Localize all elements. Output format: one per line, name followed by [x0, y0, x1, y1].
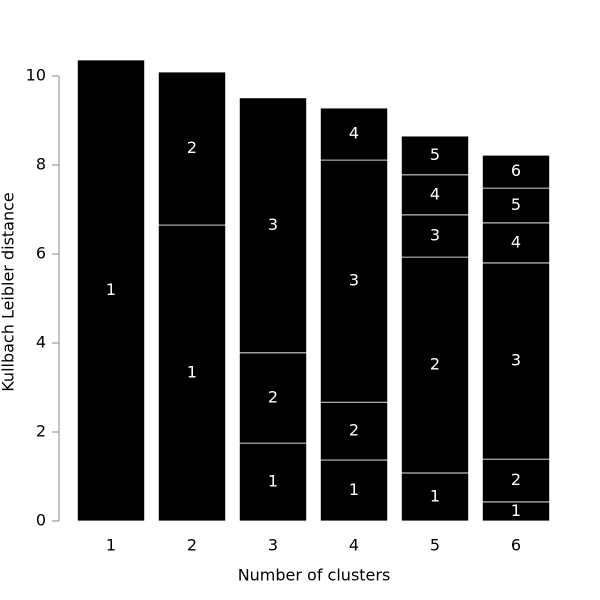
- segment-label: 4: [349, 124, 359, 143]
- y-axis-label: Kullbach Leibler distance: [0, 192, 18, 392]
- segment-label: 3: [511, 351, 521, 370]
- segment-label: 1: [430, 486, 440, 505]
- x-tick-label: 2: [187, 536, 197, 555]
- segment-label: 2: [430, 355, 440, 374]
- segment-label: 5: [430, 145, 440, 164]
- segment-label: 5: [511, 195, 521, 214]
- x-tick-label: 4: [349, 536, 359, 555]
- segment-label: 1: [511, 501, 521, 520]
- x-tick-label: 5: [430, 536, 440, 555]
- bar-segment: [481, 262, 551, 460]
- segment-label: 6: [511, 161, 521, 180]
- y-tick-label: 10: [26, 66, 46, 85]
- bar-segment: [319, 107, 389, 161]
- bar-segment: [238, 352, 308, 444]
- y-tick-label: 4: [36, 333, 46, 352]
- y-tick-label: 2: [36, 422, 46, 441]
- segment-label: 4: [511, 232, 521, 251]
- bar-segment: [319, 401, 389, 461]
- x-tick-label: 3: [268, 536, 278, 555]
- y-tick-label: 0: [36, 511, 46, 530]
- bar-segment: [238, 442, 308, 522]
- bar-segment: [238, 97, 308, 354]
- segment-label: 3: [349, 271, 359, 290]
- bar-segment: [400, 472, 470, 522]
- segment-label: 2: [187, 138, 197, 157]
- segment-label: 1: [268, 472, 278, 491]
- segment-label: 1: [349, 480, 359, 499]
- bar-segment: [400, 256, 470, 474]
- x-tick-label: 6: [511, 536, 521, 555]
- segment-label: 2: [511, 470, 521, 489]
- segment-label: 2: [268, 387, 278, 406]
- bar-segment: [157, 224, 227, 522]
- bar-segment: [400, 174, 470, 216]
- segment-label: 2: [349, 421, 359, 440]
- segment-label: 1: [187, 363, 197, 382]
- y-tick-label: 6: [36, 244, 46, 263]
- bar-segment: [76, 59, 146, 522]
- bar-segment: [400, 214, 470, 258]
- bar-segment: [400, 135, 470, 176]
- bar-segment: [157, 71, 227, 226]
- x-axis-label: Number of clusters: [238, 566, 391, 585]
- segment-label: 1: [106, 280, 116, 299]
- segment-label: 4: [430, 184, 440, 203]
- segment-label: 3: [268, 215, 278, 234]
- bar-segment: [481, 458, 551, 503]
- bar-segment: [319, 159, 389, 403]
- bar-segment: [319, 459, 389, 522]
- x-tick-label: 1: [106, 536, 116, 555]
- bar-segment: [481, 154, 551, 189]
- y-tick-label: 8: [36, 155, 46, 174]
- segment-label: 3: [430, 225, 440, 244]
